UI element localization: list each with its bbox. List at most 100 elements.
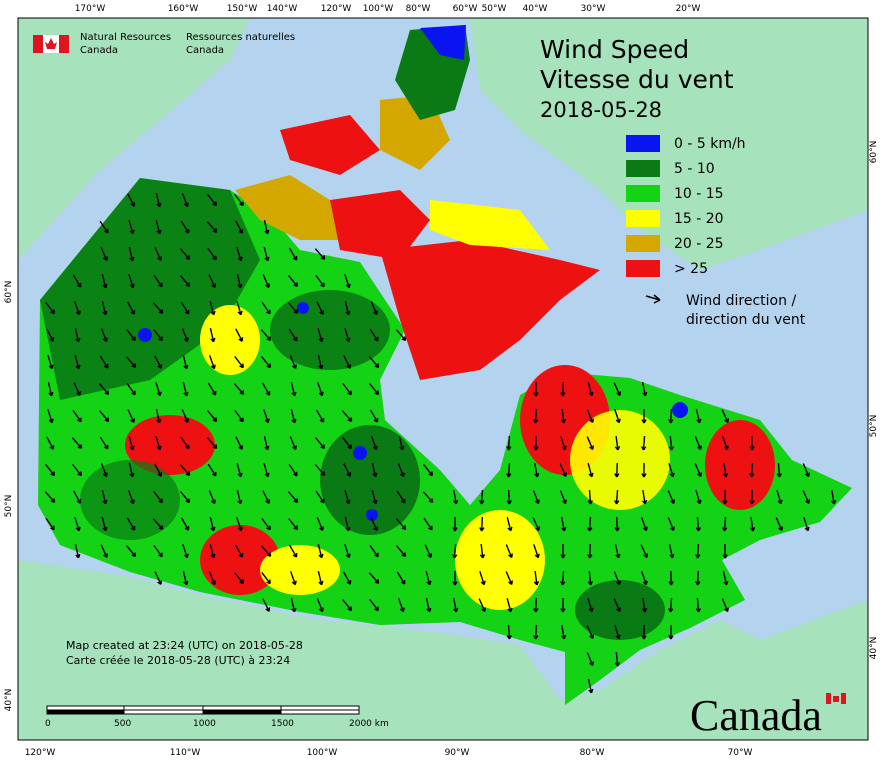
wind-arrow [235,328,244,342]
wind-arrow [314,248,326,260]
wind-arrow [506,624,512,640]
wind-arrow [587,382,594,397]
maple-leaf [833,696,839,702]
legend-label: direction du vent [686,312,806,328]
wind-arrow [182,544,189,559]
wind-arrow [72,464,83,477]
flag-bar [33,35,43,53]
wind-zone [80,460,180,540]
agency-fr: Canada [186,45,224,56]
wind-arrow [98,410,110,423]
longitude-label: 110°W [170,748,201,758]
wind-arrow [749,435,755,451]
wind-arrow [802,490,811,504]
calm-area [672,402,688,418]
wind-arrow [262,598,271,612]
latitude-label: 40°N [4,689,14,712]
wind-zone [40,178,260,400]
wind-arrow [749,462,755,478]
wind-arrow [668,408,674,424]
wind-arrow [668,624,674,640]
wind-arrow [342,599,353,612]
wind-arrow [506,489,512,505]
wind-arrow [479,543,486,559]
wind-arrow [261,517,271,531]
wind-arrow [640,544,649,558]
wind-arrow [370,517,379,531]
wind-arrow [343,463,352,477]
wind-arrow [614,462,620,478]
wind-arrow [587,598,594,613]
wind-arrow [182,571,189,586]
wind-arrow [208,355,216,370]
legend-swatch [626,235,660,252]
wind-arrow [288,463,298,477]
wind-arrow [395,545,407,558]
wind-arrow [261,356,272,369]
wind-arrow [234,356,244,369]
wind-arrow [722,462,729,478]
wind-arrow [182,355,189,370]
wind-arrow [534,462,540,478]
wind-zone [260,545,340,595]
wind-arrow [153,491,163,504]
wind-arrow [180,436,190,450]
wind-arrow [424,544,433,558]
wind-arrow [641,435,647,451]
wind-arrow [73,301,81,316]
wind-arrow [315,437,326,450]
wind-arrow [396,490,406,504]
wind-arrow [154,463,163,477]
wind-arrow [47,409,54,424]
wind-arrow [100,544,108,558]
wind-arrow [695,409,702,424]
wind-arrow [533,544,540,559]
wind-arrow [533,597,539,613]
wind-arrow [453,597,459,613]
longitude-label: 90°W [445,748,470,758]
wind-arrow [587,570,594,586]
wind-arrow [641,462,647,478]
wind-arrow [152,302,164,314]
wind-arrow [260,545,272,557]
wind-arrow [695,490,702,505]
legend-label: 0 - 5 km/h [674,136,746,152]
wind-arrow [261,382,271,396]
wind-arrow [453,489,459,505]
wind-arrow [289,355,297,370]
wind-arrow [74,328,81,343]
wind-arrow [209,301,216,316]
wind-arrow [263,220,270,235]
wind-arrow [587,516,593,532]
wind-arrow [533,408,539,424]
wind-arrow [72,274,82,288]
legend-swatch [626,210,660,227]
wind-arrow [532,517,541,531]
wind-arrow [261,301,271,315]
wind-arrow [127,193,136,207]
wind-arrow [533,570,540,586]
wind-arrow [44,491,56,503]
wind-arrow [262,274,270,288]
footer-note: Carte créée le 2018-05-28 (UTC) à 23:24 [66,654,290,667]
united-states [18,560,868,740]
wind-arrow [206,221,218,233]
greenland [470,18,868,270]
flag-bar [826,693,831,704]
wind-arrow [614,435,621,451]
wind-arrow [722,436,729,451]
wind-zone [705,420,775,510]
scale-segment [280,709,360,715]
wordmark-flag [826,693,846,704]
wind-arrow [641,571,648,586]
wind-arrow [776,462,782,478]
wind-arrow [641,381,648,397]
longitude-label: 40°W [523,4,548,14]
wind-arrow [128,274,135,289]
wind-arrow [613,382,622,396]
wind-arrow [667,517,675,532]
legend-label: 15 - 20 [674,211,724,227]
agency-en: Canada [80,45,118,56]
wind-arrow [749,489,755,505]
wind-arrow [127,490,135,505]
